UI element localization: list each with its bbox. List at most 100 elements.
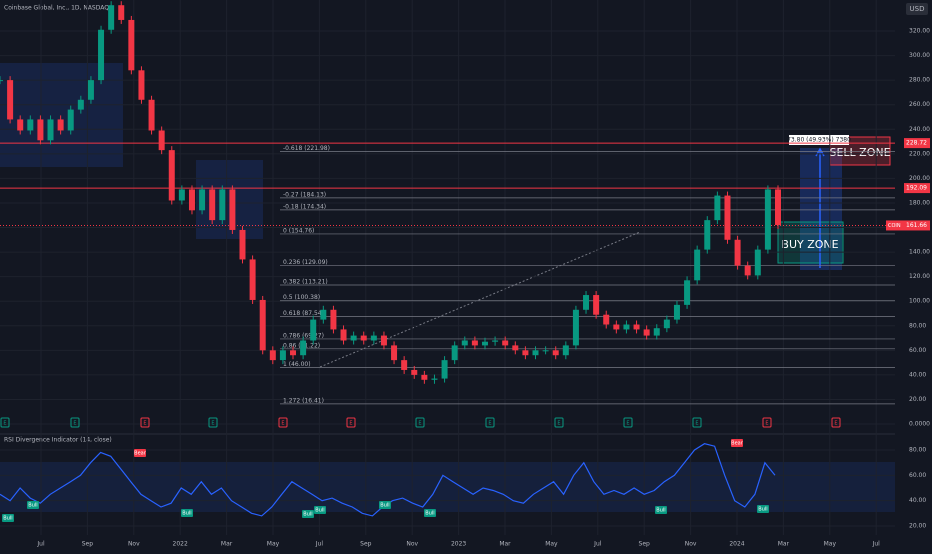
candle: [724, 195, 731, 240]
candle: [57, 119, 64, 131]
y-tick-label: 300.00: [909, 52, 930, 59]
x-tick-label: Sep: [360, 541, 372, 548]
candle: [7, 80, 14, 120]
candle: [249, 259, 256, 300]
fib-label: 0 (154.76): [283, 227, 314, 234]
earnings-label: E: [834, 421, 837, 427]
earnings-badge: [415, 417, 425, 428]
earnings-badge: [485, 417, 495, 428]
candle: [481, 341, 488, 346]
candle: [694, 249, 701, 281]
candle: [502, 340, 509, 346]
x-tick-label: Sep: [82, 541, 94, 548]
signal-label: Bull: [758, 507, 767, 513]
candle: [37, 119, 44, 141]
currency-button[interactable]: [906, 3, 928, 15]
earnings-badge: [278, 417, 288, 428]
candle: [87, 80, 94, 100]
candle: [310, 319, 317, 341]
candle: [562, 345, 569, 356]
measure-box: [800, 148, 842, 270]
signal-badge: [655, 506, 667, 514]
signal-label: Bull: [315, 508, 324, 514]
candle: [583, 295, 590, 310]
candle: [47, 119, 54, 141]
candle: [0, 80, 3, 82]
candle: [572, 309, 579, 346]
candle: [320, 309, 327, 320]
candle: [673, 304, 680, 320]
candle: [663, 319, 670, 329]
price-tag-label: 228.72: [906, 140, 927, 147]
candle: [17, 119, 24, 131]
candle: [775, 189, 781, 226]
candle: [764, 189, 771, 250]
candle: [259, 299, 266, 351]
signal-badge: [181, 509, 193, 517]
y-tick-label: 140.00: [909, 249, 930, 256]
candle: [330, 309, 337, 330]
earnings-badge: [208, 417, 218, 428]
fib-label: 0.786 (69.27): [283, 332, 324, 339]
candle: [633, 324, 640, 330]
buy-zone-label: BUY ZONE: [781, 238, 838, 251]
signal-badge: [424, 509, 436, 517]
candle: [188, 189, 195, 211]
signal-label: Bull: [425, 511, 434, 517]
candle: [754, 249, 761, 276]
earnings-label: E: [349, 421, 352, 427]
candle: [98, 29, 105, 81]
candle: [209, 189, 216, 221]
fib-label: -0.27 (184.13): [283, 191, 326, 198]
earnings-label: E: [211, 421, 214, 427]
candle: [643, 329, 650, 336]
earnings-label: E: [488, 421, 491, 427]
signal-label: Bull: [656, 508, 665, 514]
y-tick-label: 120.00: [909, 273, 930, 280]
x-tick-label: May: [824, 541, 837, 548]
buy-zone-box: [777, 221, 844, 264]
candle: [492, 340, 499, 342]
candle: [128, 19, 135, 71]
trend-line: [319, 231, 641, 368]
signal-badge: [302, 510, 314, 518]
earnings-label: E: [143, 421, 146, 427]
measure-label: 73.80 (49.93%) 7380: [787, 137, 851, 144]
fib-label: -0.618 (221.98): [283, 145, 330, 152]
candle: [340, 329, 347, 341]
signal-badge: [27, 501, 39, 509]
candle: [431, 378, 438, 380]
candle: [441, 360, 448, 379]
y-tick-label: 320.00: [909, 28, 930, 35]
candle: [623, 324, 630, 330]
x-tick-label: Jul: [36, 541, 45, 548]
candle: [684, 280, 691, 305]
y-tick-label: 20.00: [909, 523, 926, 530]
currency[interactable]: USD: [910, 5, 925, 13]
x-tick-label: Sep: [639, 541, 651, 548]
fib-label: 1 (46.00): [283, 361, 311, 368]
earnings-label: E: [626, 421, 629, 427]
symbol-label: COIN: [888, 223, 901, 229]
signal-label: Bull: [28, 503, 37, 509]
candle: [27, 119, 34, 131]
x-tick-label: Nov: [406, 541, 418, 548]
y-tick-label: 80.00: [909, 447, 926, 454]
signal-label: Bull: [303, 512, 312, 518]
candle: [290, 350, 297, 356]
x-tick-label: Jul: [593, 541, 602, 548]
price-tag-label: 192.09: [906, 185, 927, 192]
candle: [512, 345, 519, 351]
signal-label: Bear: [731, 441, 744, 447]
x-tick-label: 2022: [173, 541, 188, 548]
signal-badge: [134, 449, 146, 457]
x-tick-label: Mar: [221, 541, 233, 548]
candle: [593, 295, 600, 315]
fib-label: 0.618 (87.54): [283, 310, 324, 317]
candle: [300, 340, 307, 356]
rsi-title: RSI Divergence Indicator (14, close): [4, 437, 112, 444]
candle: [714, 195, 721, 221]
rsi-band: [0, 462, 895, 512]
signal-label: Bull: [3, 516, 12, 522]
signal-label: Bear: [134, 451, 147, 457]
